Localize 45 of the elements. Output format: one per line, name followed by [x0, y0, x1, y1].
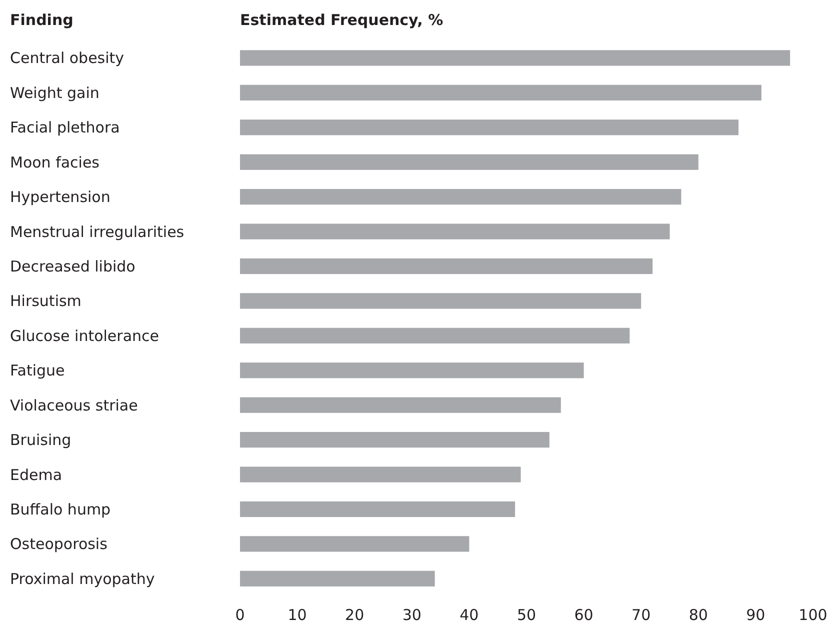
y-tick-label: Facial plethora: [10, 118, 120, 137]
bar: [240, 188, 682, 205]
bar: [240, 258, 653, 274]
bar: [240, 293, 642, 309]
bar: [240, 397, 561, 413]
x-tick-label: 60: [574, 606, 594, 622]
y-tick-label: Moon facies: [10, 153, 100, 172]
bar: [240, 362, 584, 378]
bar: [240, 224, 670, 240]
y-tick-label: Proximal myopathy: [10, 570, 155, 588]
y-tick-label: Fatigue: [10, 362, 65, 380]
y-tick-label: Hypertension: [10, 188, 110, 206]
x-tick-label: 10: [288, 606, 307, 622]
bar: [240, 120, 739, 136]
y-tick-label: Decreased libido: [10, 257, 136, 276]
bar: [240, 328, 630, 344]
y-tick-label: Buffalo hump: [10, 500, 111, 518]
bar: [240, 432, 550, 448]
y-tick-label: Violaceous striae: [10, 396, 138, 414]
y-tick-label: Menstrual irregularities: [10, 222, 184, 241]
x-tick-label: 70: [632, 606, 651, 622]
bar: [240, 536, 470, 552]
y-axis-title: Finding: [10, 11, 74, 29]
bar: [240, 154, 698, 170]
bar: [240, 570, 435, 586]
y-tick-label: Glucose intolerance: [10, 326, 160, 345]
bar: [240, 466, 521, 482]
y-tick-label: Bruising: [10, 431, 72, 450]
y-tick-label: Central obesity: [10, 49, 124, 68]
x-tick-label: 80: [688, 606, 708, 622]
x-tick-label: 100: [798, 606, 828, 622]
x-tick-label: 90: [746, 606, 766, 622]
bar: [240, 84, 762, 100]
y-tick-label: Hirsutism: [10, 292, 82, 310]
x-tick-label: 50: [516, 606, 536, 622]
y-tick-label: Weight gain: [10, 84, 100, 102]
x-tick-label: 20: [345, 606, 364, 622]
x-tick-label: 40: [460, 606, 479, 622]
x-tick-label: 30: [402, 606, 422, 622]
y-tick-label: Osteoporosis: [10, 535, 108, 554]
y-tick-label: Edema: [10, 466, 62, 484]
x-tick-label: 0: [235, 606, 245, 622]
bar: [240, 50, 790, 66]
x-axis-title: Estimated Frequency, %: [240, 11, 444, 29]
bar: [240, 501, 516, 518]
